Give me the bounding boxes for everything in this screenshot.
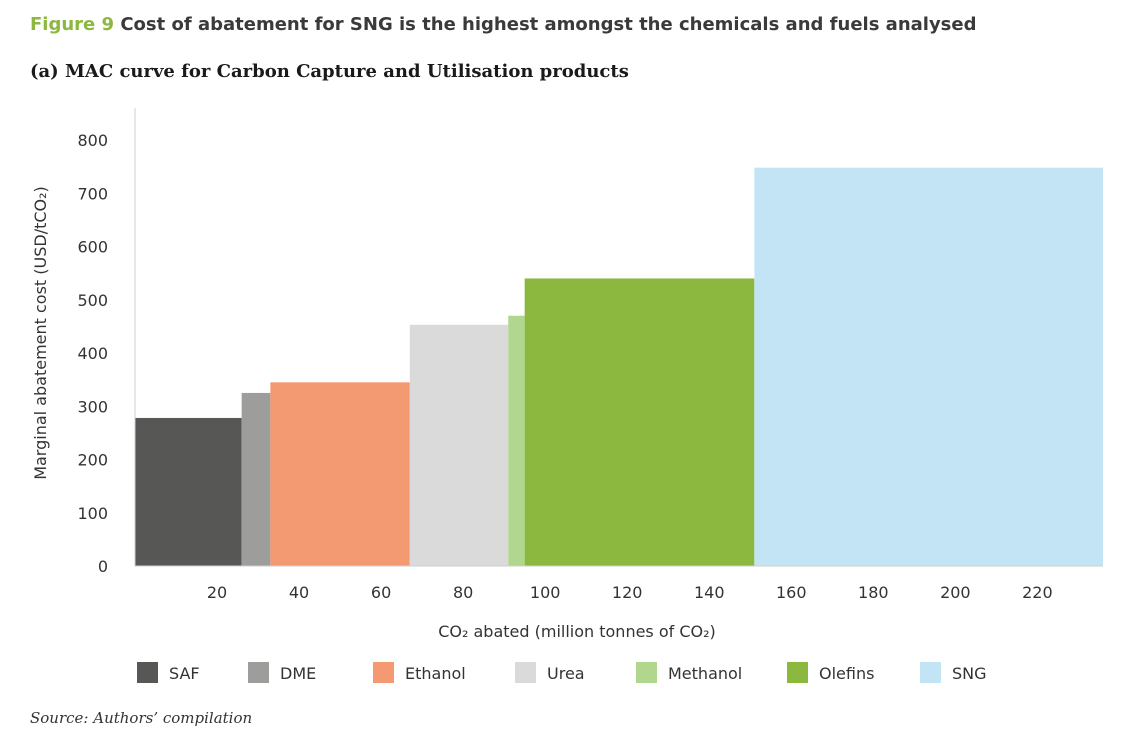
- x-tick-label: 180: [858, 583, 889, 602]
- y-axis-ticks: 0 100 200 300 400 500 600 700 800: [77, 131, 108, 576]
- x-tick-label: 200: [940, 583, 971, 602]
- legend-label: Ethanol: [405, 664, 466, 683]
- source-note: Source: Authors’ compilation: [30, 709, 253, 727]
- y-tick-label: 600: [77, 238, 108, 257]
- x-axis-label: CO₂ abated (million tonnes of CO₂): [438, 622, 716, 641]
- y-tick-label: 200: [77, 451, 108, 470]
- legend-label: SAF: [169, 664, 200, 683]
- y-tick-label: 500: [77, 291, 108, 310]
- bars-group: [135, 167, 1103, 566]
- x-tick-label: 100: [530, 583, 561, 602]
- figure-title-text: Cost of abatement for SNG is the highest…: [120, 14, 977, 35]
- bar-urea: [409, 324, 509, 566]
- legend-swatch: [636, 662, 657, 683]
- bar-methanol: [508, 315, 525, 566]
- y-tick-label: 800: [77, 131, 108, 150]
- y-tick-label: 300: [77, 397, 108, 416]
- x-tick-label: 40: [289, 583, 309, 602]
- x-tick-label: 220: [1022, 583, 1053, 602]
- legend-swatch: [787, 662, 808, 683]
- y-axis-label: Marginal abatement cost (USD/tCO₂): [31, 186, 50, 480]
- bar-saf: [135, 417, 242, 566]
- legend-label: DME: [280, 664, 317, 683]
- x-tick-label: 60: [371, 583, 391, 602]
- legend-swatch: [920, 662, 941, 683]
- bar-sng: [754, 167, 1103, 566]
- x-tick-label: 140: [694, 583, 725, 602]
- x-tick-label: 80: [453, 583, 473, 602]
- chart-subtitle: (a) MAC curve for Carbon Capture and Uti…: [30, 61, 629, 82]
- figure-number: Figure 9: [30, 14, 115, 35]
- legend-swatch: [515, 662, 536, 683]
- bar-dme: [241, 392, 271, 566]
- y-tick-label: 400: [77, 344, 108, 363]
- x-tick-label: 120: [612, 583, 643, 602]
- legend-swatch: [137, 662, 158, 683]
- figure-title: Figure 9 Cost of abatement for SNG is th…: [30, 14, 977, 35]
- mac-curve-chart: 0 100 200 300 400 500 600 700 800 20 40 60 80 100 120…: [31, 108, 1103, 641]
- legend-label: Urea: [547, 664, 585, 683]
- y-tick-label: 0: [98, 557, 108, 576]
- y-tick-label: 700: [77, 184, 108, 203]
- y-tick-label: 100: [77, 504, 108, 523]
- legend-label: Olefins: [819, 664, 875, 683]
- chart-legend: SAF DME Ethanol Urea Methanol Olefins SNG: [137, 662, 1137, 688]
- legend-label: Methanol: [668, 664, 743, 683]
- bar-ethanol: [270, 382, 410, 566]
- legend-swatch: [248, 662, 269, 683]
- legend-swatch: [373, 662, 394, 683]
- legend-label: SNG: [952, 664, 987, 683]
- x-axis-ticks: 20 40 60 80 100 120 140 160 180 200 220: [207, 583, 1053, 602]
- x-tick-label: 160: [776, 583, 807, 602]
- x-tick-label: 20: [207, 583, 227, 602]
- bar-olefins: [524, 278, 755, 566]
